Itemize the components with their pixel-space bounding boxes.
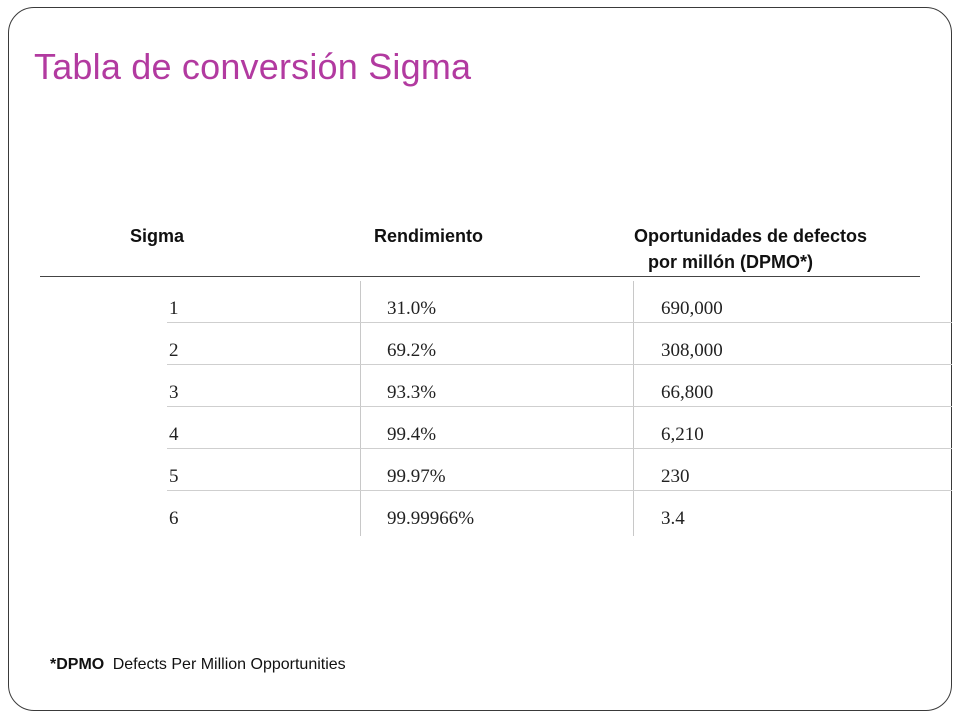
cell-dpmo: 308,000 — [661, 340, 723, 361]
column-divider-2 — [633, 281, 634, 536]
cell-rendimiento: 99.4% — [387, 424, 437, 445]
cell-sigma: 2 — [169, 340, 179, 361]
column-header-sigma: Sigma — [130, 226, 185, 246]
footnote: *DPMO Defects Per Million Opportunities — [50, 656, 346, 674]
row-divider — [167, 448, 952, 449]
cell-sigma: 6 — [169, 508, 179, 529]
column-header-dpmo: Oportunidades de defectos por millón (DP… — [634, 223, 934, 275]
cell-dpmo: 66,800 — [661, 382, 714, 403]
header-divider — [40, 276, 920, 277]
slide-frame — [8, 7, 952, 711]
table-row: 2 69.2% 308,000 — [167, 323, 952, 365]
cell-rendimiento: 31.0% — [387, 298, 437, 319]
cell-rendimiento: 99.99966% — [387, 508, 475, 529]
footnote-definition: Defects Per Million Opportunities — [112, 656, 346, 673]
column-header-dpmo-line1: Oportunidades de defectos — [634, 226, 868, 246]
column-header-dpmo-line2: por millón (DPMO*) — [648, 252, 813, 272]
sigma-table: 1 31.0% 690,000 2 69.2% 308,000 3 93.3% … — [167, 281, 952, 533]
table-row: 5 99.97% 230 — [167, 449, 952, 491]
cell-sigma: 4 — [169, 424, 179, 445]
cell-rendimiento: 69.2% — [387, 340, 437, 361]
footnote-term: *DPMO — [50, 656, 105, 673]
cell-dpmo: 690,000 — [661, 298, 723, 319]
slide-title: Tabla de conversión Sigma — [34, 46, 472, 87]
cell-rendimiento: 93.3% — [387, 382, 437, 403]
cell-sigma: 5 — [169, 466, 179, 487]
table-row: 3 93.3% 66,800 — [167, 365, 952, 407]
row-divider — [167, 406, 952, 407]
cell-dpmo: 6,210 — [661, 424, 704, 445]
column-divider-1 — [360, 281, 361, 536]
table-row: 1 31.0% 690,000 — [167, 281, 952, 323]
column-header-rendimiento: Rendimiento — [374, 226, 484, 246]
cell-sigma: 3 — [169, 382, 179, 403]
cell-sigma: 1 — [169, 298, 179, 319]
row-divider — [167, 364, 952, 365]
row-divider — [167, 322, 952, 323]
table-row: 6 99.99966% 3.4 — [167, 491, 952, 533]
cell-rendimiento: 99.97% — [387, 466, 446, 487]
cell-dpmo: 3.4 — [661, 508, 685, 529]
cell-dpmo: 230 — [661, 466, 690, 487]
row-divider — [167, 490, 952, 491]
table-row: 4 99.4% 6,210 — [167, 407, 952, 449]
